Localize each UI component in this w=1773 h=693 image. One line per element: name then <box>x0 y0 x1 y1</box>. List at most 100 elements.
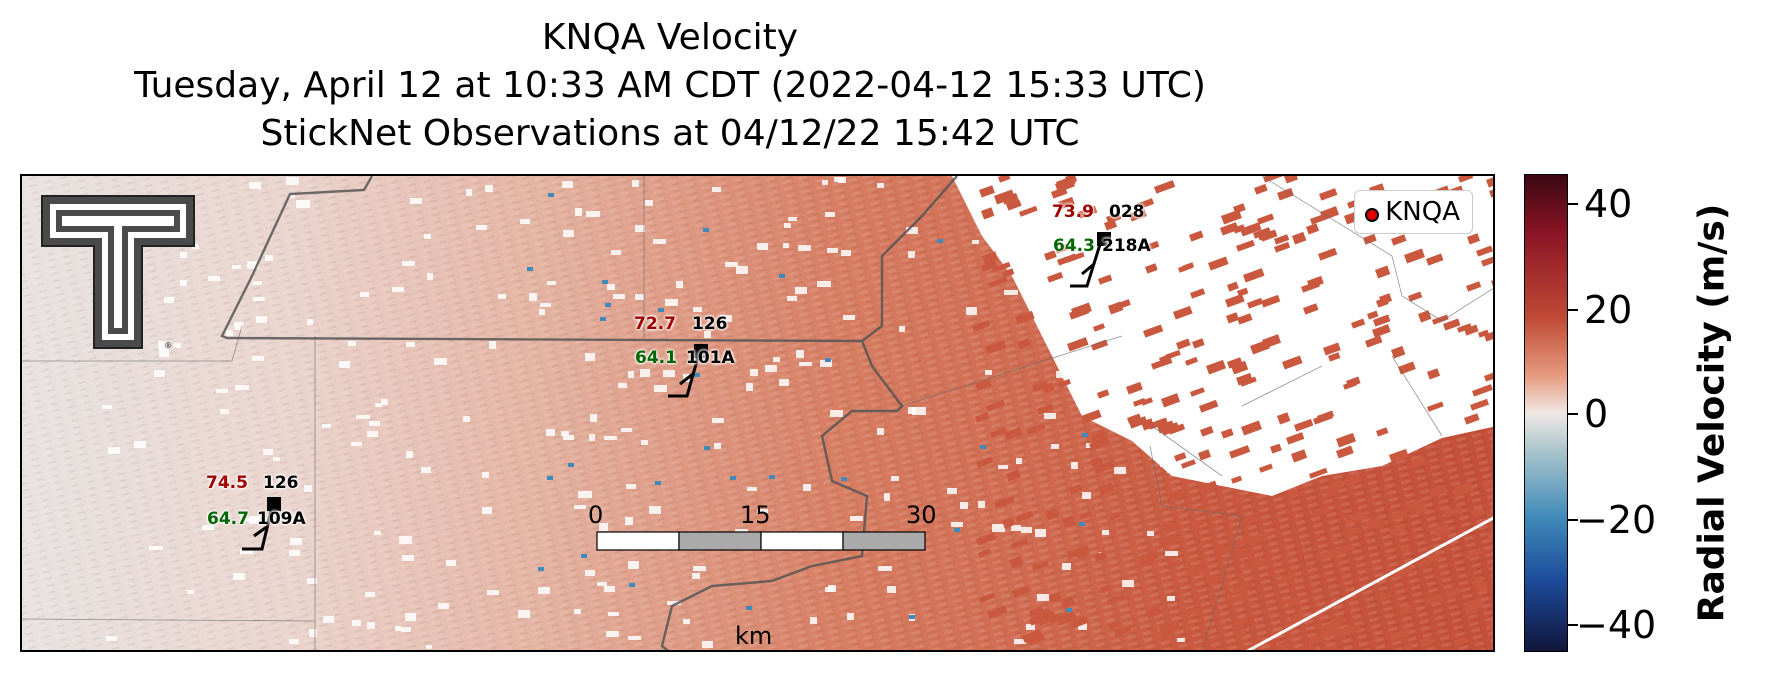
outbound-cell <box>1169 559 1182 569</box>
outbound-cell <box>1346 376 1361 388</box>
outbound-cell <box>1189 230 1204 242</box>
no-data-gap <box>249 516 260 524</box>
no-data-gap <box>540 303 551 307</box>
outbound-cell <box>1376 297 1389 308</box>
outbound-cell <box>1221 428 1234 439</box>
outbound-cell <box>1392 564 1413 579</box>
state-boundaries <box>220 176 958 650</box>
outbound-cell <box>1079 510 1092 520</box>
no-data-gap <box>247 261 259 269</box>
outbound-cell <box>1078 205 1098 219</box>
outbound-cell <box>1236 372 1253 386</box>
inbound-cell <box>655 481 661 485</box>
outbound-cell <box>1098 482 1115 496</box>
outbound-cell <box>1328 352 1341 362</box>
outbound-cell <box>1174 452 1187 462</box>
outbound-cell <box>1185 356 1198 366</box>
no-data-gap <box>438 603 449 609</box>
radar-map[interactable]: ® KNQA 73.9 028 64.3 218A 72.7 126 64.1 … <box>20 174 1495 652</box>
no-data-gap <box>654 385 667 392</box>
no-data-gap <box>164 297 174 303</box>
no-data-gap <box>884 493 890 501</box>
no-data-gap <box>233 573 245 580</box>
outbound-cell <box>1285 432 1305 445</box>
outbound-cell <box>1330 615 1346 627</box>
outbound-cell <box>1209 575 1222 584</box>
no-data-gap <box>538 587 550 594</box>
no-data-gap <box>825 212 835 217</box>
colorbar-tick <box>1568 519 1578 521</box>
no-data-gap <box>369 421 380 426</box>
no-data-gap <box>604 436 617 440</box>
no-data-gap <box>476 225 487 230</box>
no-data-gap <box>539 309 545 315</box>
outbound-cell <box>1098 274 1113 285</box>
no-data-gap <box>1021 527 1032 533</box>
no-data-gap <box>834 177 844 182</box>
no-data-gap <box>180 280 187 286</box>
no-data-gap <box>628 636 641 640</box>
no-data-gap <box>1082 492 1091 499</box>
no-data-gap <box>908 251 915 258</box>
outbound-cell <box>1225 293 1245 308</box>
outbound-cell <box>1200 425 1214 437</box>
inbound-cell <box>538 567 544 571</box>
outbound-cell <box>1379 592 1392 601</box>
no-data-gap <box>482 472 489 478</box>
no-data-gap <box>446 560 456 566</box>
no-data-gap <box>1037 594 1049 601</box>
outbound-cell <box>1250 339 1270 355</box>
no-data-gap <box>547 281 556 285</box>
outbound-cell <box>1363 233 1377 245</box>
outbound-cell <box>976 456 994 468</box>
no-data-gap <box>159 349 169 357</box>
no-data-gap <box>367 622 375 629</box>
no-data-gap <box>1011 525 1021 531</box>
no-data-gap <box>1086 443 1093 448</box>
no-data-gap <box>405 613 416 621</box>
no-data-gap <box>586 211 600 217</box>
no-data-gap <box>783 243 789 248</box>
inbound-cell <box>779 274 785 278</box>
outbound-cell <box>1089 437 1110 451</box>
inbound-cell <box>841 477 847 481</box>
outbound-cell <box>1208 256 1229 271</box>
inbound-cell <box>746 606 752 610</box>
outbound-cell <box>1173 305 1193 320</box>
outbound-cell <box>1240 420 1262 436</box>
outbound-cell <box>1080 409 1102 424</box>
outbound-cell <box>1097 389 1110 399</box>
outbound-cell <box>1350 318 1366 329</box>
inbound-cell <box>703 228 709 232</box>
inbound-cell <box>547 476 553 480</box>
no-data-gap <box>399 536 412 544</box>
outbound-cell <box>1453 481 1473 497</box>
outbound-cell <box>1141 418 1155 431</box>
outbound-cell <box>998 176 1011 183</box>
station-pressure: 028 <box>1109 202 1145 222</box>
outbound-cell <box>1055 243 1070 254</box>
no-data-gap <box>746 383 753 391</box>
outbound-cell <box>1291 449 1308 463</box>
no-data-gap <box>309 629 317 637</box>
outbound-cell <box>1015 310 1035 325</box>
outbound-cell <box>1426 253 1444 266</box>
chart-subtitle-time: Tuesday, April 12 at 10:33 AM CDT (2022-… <box>134 65 1206 106</box>
outbound-cell <box>1427 401 1444 412</box>
outbound-cell <box>1287 488 1300 498</box>
outbound-cell <box>992 261 1011 273</box>
scale-bar-label-15: 15 <box>740 501 771 529</box>
inbound-cell <box>730 476 736 480</box>
outbound-cell <box>1143 324 1164 338</box>
colorbar-label: Radial Velocity (m/s) <box>1691 203 1733 623</box>
outbound-cell <box>1281 355 1303 370</box>
no-data-gap <box>720 315 732 322</box>
no-data-gap <box>232 265 241 269</box>
outbound-cell <box>1107 620 1121 630</box>
outbound-cell <box>1190 387 1205 397</box>
no-data-gap <box>402 261 415 266</box>
no-data-gap <box>102 405 112 409</box>
no-data-gap <box>640 369 650 377</box>
no-data-gap <box>606 631 619 637</box>
outbound-cell <box>1307 275 1324 289</box>
